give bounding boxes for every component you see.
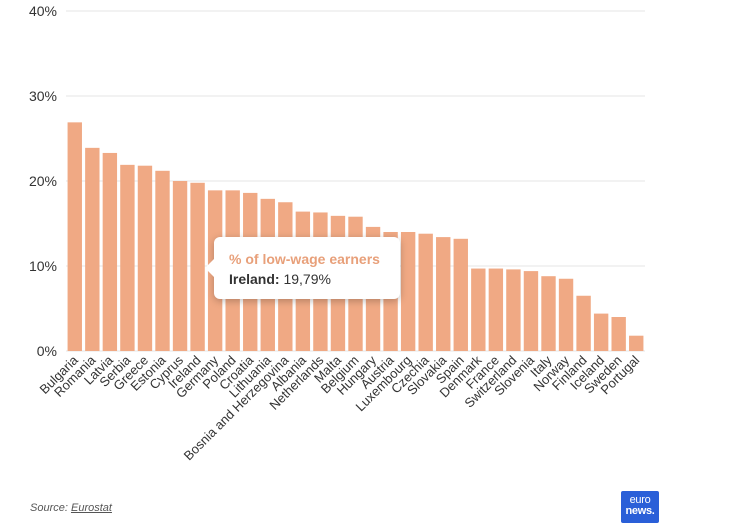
bar-italy[interactable] [541,276,556,351]
y-tick-label: 40% [29,3,57,19]
tooltip-value: 19,79% [283,271,331,287]
bar-bulgaria[interactable] [67,122,82,351]
bar-iceland[interactable] [593,313,609,351]
bar-spain[interactable] [453,238,468,351]
y-tick-label: 20% [29,173,57,189]
tooltip-title: % of low-wage earners [229,251,380,267]
bar-greece[interactable] [137,165,153,351]
tooltip-line: Ireland: 19,79% [229,271,331,287]
bar-finland[interactable] [576,295,591,351]
bar-slovenia[interactable] [523,271,539,351]
bar-cyprus[interactable] [172,181,188,351]
source-link[interactable]: Eurostat [70,502,112,514]
y-tick-label: 0% [37,343,57,359]
logo-line2: news. [625,505,655,517]
bar-estonia[interactable] [155,170,170,351]
bar-denmark[interactable] [471,268,486,351]
bar-luxembourg[interactable] [400,232,416,351]
bar-ireland[interactable] [190,182,205,351]
tooltip: % of low-wage earners Ireland: 19,79% [205,237,400,299]
source-prefix: Source: [30,502,68,514]
x-axis: BulgariaRomaniaLatviaSerbiaGreeceEstonia… [37,352,643,463]
bar-romania[interactable] [85,147,100,351]
bar-czechia[interactable] [418,233,433,351]
bar-portugal[interactable] [629,335,644,351]
y-axis: 0% 10% 20% 30% 40% [29,3,57,359]
bar-switzerland[interactable] [506,269,521,351]
logo-line1: euro [629,494,651,506]
y-tick-label: 30% [29,88,57,104]
bar-serbia[interactable] [120,164,135,351]
bar-sweden[interactable] [611,317,626,351]
y-tick-label: 10% [29,258,57,274]
bar-norway[interactable] [558,278,574,351]
bar-france[interactable] [488,268,504,351]
tooltip-label: Ireland: [229,271,280,287]
source-note: Source: Eurostat [30,502,112,514]
bar-latvia[interactable] [102,152,118,351]
euronews-logo: euro news. [621,491,659,523]
bar-slovakia[interactable] [436,237,451,351]
